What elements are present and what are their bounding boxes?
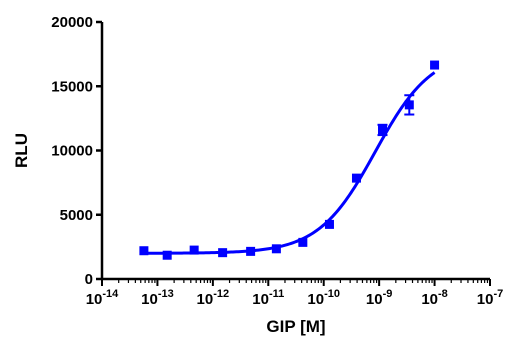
x-tick-label: 10-9 [366, 288, 392, 308]
x-tick-label: 10-7 [477, 288, 503, 308]
y-tick-label: 20000 [51, 14, 93, 31]
y-tick-label: 15000 [51, 78, 93, 95]
x-tick-label: 10-13 [141, 288, 174, 308]
data-point [139, 246, 149, 256]
data-point [189, 245, 199, 255]
fit-curve [143, 71, 436, 255]
data-point [246, 246, 256, 256]
x-tick-label: 10-11 [252, 288, 284, 308]
data-point [298, 237, 308, 247]
data-point [378, 125, 388, 135]
x-tick-label: 10-12 [197, 288, 230, 308]
data-points [139, 60, 440, 260]
y-tick-label: 0 [85, 271, 93, 288]
data-point [351, 173, 361, 183]
data-point [430, 60, 440, 70]
y-axis-title: RLU [12, 133, 31, 168]
data-point [324, 219, 334, 229]
x-tick-label: 10-8 [421, 288, 447, 308]
data-point [162, 250, 172, 260]
x-axis-ticks: 10-14 10-13 10-12 10-11 10-10 10-9 10-8 10-7 [86, 279, 503, 308]
y-axis-ticks: 0 5000 10000 15000 20000 [51, 14, 102, 288]
x-axis-title: GIP [M] [266, 317, 325, 336]
data-point [271, 244, 281, 254]
data-point [218, 248, 228, 258]
x-tick-label: 10-14 [86, 288, 119, 308]
x-tick-label: 10-10 [307, 288, 340, 308]
y-tick-label: 10000 [51, 143, 93, 160]
data-point [404, 100, 414, 110]
y-tick-label: 5000 [60, 207, 93, 224]
